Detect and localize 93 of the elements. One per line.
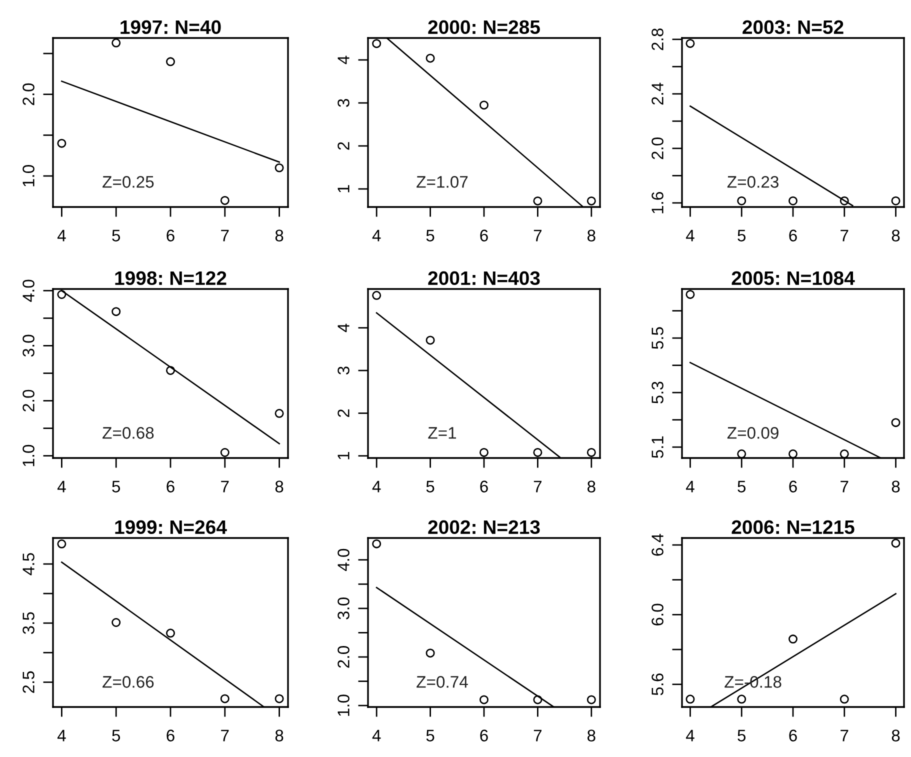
x-tick-label: 5 — [738, 230, 746, 242]
x-tick-label: 4 — [686, 730, 694, 742]
x-tick-label: 6 — [480, 230, 488, 242]
x-tick-label: 8 — [275, 480, 284, 492]
x-tick-label: 4 — [372, 480, 381, 492]
x-tick-label: 4 — [686, 230, 694, 242]
x-tick-label: 5 — [738, 480, 746, 492]
y-tick-label: 3 — [338, 99, 350, 107]
annotation: Z=0.74 — [416, 676, 468, 688]
x-tick-label: 4 — [372, 730, 381, 742]
y-tick-label: 2.4 — [652, 82, 664, 105]
annotation: Z=1 — [428, 427, 456, 439]
x-tick-label: 7 — [221, 230, 229, 242]
y-tick-label: 2.5 — [22, 671, 34, 693]
y-tick-label: 1.0 — [22, 165, 34, 186]
chart-title: 2003: N=52 — [742, 20, 844, 34]
y-tick-label: 2.0 — [338, 646, 350, 668]
y-tick-label: 2 — [338, 142, 350, 150]
y-tick-label: 2.0 — [22, 390, 34, 412]
x-tick-label: 5 — [112, 730, 120, 742]
annotation: Z=1.07 — [416, 176, 468, 188]
x-tick-label: 5 — [426, 480, 434, 492]
x-tick-label: 8 — [275, 730, 284, 742]
chart-title: 2000: N=285 — [428, 20, 540, 34]
chart-title: 2002: N=213 — [428, 520, 540, 534]
x-tick-label: 8 — [587, 730, 596, 742]
x-tick-label: 6 — [789, 730, 797, 742]
x-tick-label: 8 — [892, 480, 900, 492]
x-tick-label: 6 — [480, 480, 488, 492]
y-tick-label: 1 — [338, 452, 350, 460]
x-tick-label: 8 — [892, 230, 900, 242]
y-tick-label: 4.0 — [22, 280, 34, 302]
chart-title: 1999: N=264 — [115, 520, 227, 534]
x-tick-label: 4 — [372, 230, 381, 242]
y-tick-label: 6.0 — [652, 604, 664, 626]
y-tick-label: 4.5 — [22, 553, 34, 576]
x-tick-label: 8 — [892, 730, 900, 742]
y-tick-label: 6.4 — [652, 534, 664, 556]
x-tick-label: 8 — [275, 230, 284, 242]
y-tick-label: 5.3 — [652, 382, 664, 404]
x-tick-label: 5 — [426, 230, 434, 242]
x-tick-label: 6 — [166, 230, 174, 242]
x-tick-label: 7 — [534, 230, 542, 242]
y-tick-label: 5.1 — [652, 436, 664, 458]
x-tick-label: 7 — [840, 230, 848, 242]
y-tick-label: 4.0 — [338, 548, 350, 572]
x-tick-label: 4 — [57, 230, 66, 242]
x-tick-label: 7 — [221, 480, 229, 492]
annotation: Z=0.66 — [102, 676, 154, 688]
y-tick-label: 4 — [338, 324, 350, 332]
y-tick-label: 1 — [338, 185, 350, 192]
x-tick-label: 5 — [738, 730, 746, 742]
y-tick-label: 2.0 — [22, 83, 34, 106]
x-tick-label: 8 — [587, 480, 596, 492]
y-tick-label: 5.5 — [652, 327, 664, 349]
x-tick-label: 5 — [112, 480, 120, 492]
y-tick-label: 4 — [338, 56, 350, 64]
x-tick-label: 7 — [221, 730, 229, 742]
x-tick-label: 4 — [57, 480, 66, 492]
x-tick-label: 7 — [840, 730, 848, 742]
x-tick-label: 6 — [789, 480, 797, 492]
y-tick-label: 3.5 — [22, 612, 34, 634]
chart-title: 2001: N=403 — [428, 271, 540, 286]
x-tick-label: 7 — [534, 480, 542, 492]
y-tick-label: 3.0 — [338, 597, 350, 620]
x-tick-label: 4 — [686, 480, 694, 492]
y-tick-label: 1.0 — [22, 444, 34, 466]
y-tick-label: 2 — [338, 409, 350, 417]
annotation: Z=0.09 — [727, 427, 778, 439]
chart-title: 2005: N=1084 — [732, 271, 855, 286]
y-tick-label: 2.0 — [652, 137, 664, 160]
x-tick-label: 5 — [112, 230, 120, 242]
x-tick-label: 5 — [426, 730, 434, 742]
y-tick-label: 3.0 — [22, 334, 34, 357]
y-tick-label: 5.6 — [652, 674, 664, 696]
x-tick-label: 4 — [57, 730, 66, 742]
x-tick-label: 6 — [480, 730, 488, 742]
chart-title: 2006: N=1215 — [732, 520, 854, 534]
x-tick-label: 6 — [166, 480, 174, 492]
x-tick-label: 8 — [587, 230, 596, 242]
y-tick-label: 2.8 — [652, 28, 664, 50]
annotation: Z=0.25 — [102, 176, 154, 188]
x-tick-label: 7 — [840, 480, 848, 492]
x-tick-label: 7 — [534, 730, 542, 742]
y-tick-label: 1.6 — [652, 192, 664, 214]
annotation: Z=0.23 — [727, 176, 778, 188]
chart-title: 1997: N=40 — [120, 20, 221, 34]
y-tick-label: 1.0 — [338, 694, 350, 716]
x-tick-label: 6 — [166, 730, 174, 742]
chart-title: 1998: N=122 — [115, 271, 226, 286]
x-tick-label: 6 — [789, 230, 797, 242]
y-tick-label: 3 — [338, 366, 350, 375]
annotation: Z=0.68 — [102, 427, 154, 439]
